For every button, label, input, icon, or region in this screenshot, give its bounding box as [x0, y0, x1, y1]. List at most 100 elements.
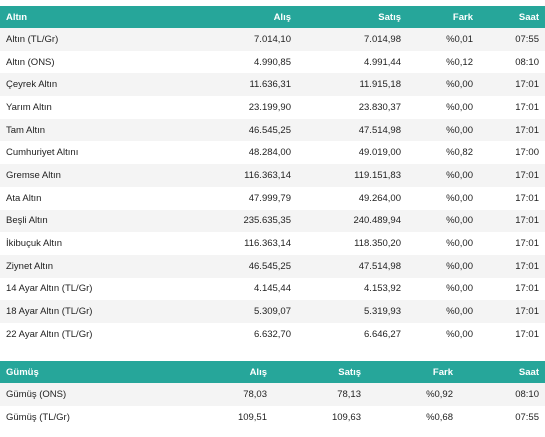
cell-buy: 48.284,00 — [248, 147, 291, 159]
cell-buy: 235.635,35 — [243, 215, 291, 227]
header-buy[interactable]: Alış — [273, 11, 291, 23]
cell-buy: 5.309,07 — [254, 306, 291, 318]
cell-sell: 7.014,98 — [364, 33, 401, 45]
cell-sell: 4.153,92 — [364, 283, 401, 295]
cell-time: 17:01 — [515, 192, 539, 204]
cell-buy: 6.632,70 — [254, 328, 291, 340]
cell-buy: 4.990,85 — [254, 56, 291, 68]
silver-table-header: Gümüş Alış Satış Fark Saat — [0, 361, 545, 383]
cell-buy: 109,51 — [237, 411, 267, 423]
cell-name[interactable]: Ziynet Altın — [6, 260, 53, 272]
cell-change: %0,01 — [446, 33, 473, 45]
table-row[interactable]: 22 Ayar Altın (TL/Gr) 6.632,70 6.646,27 %0,… — [0, 322, 545, 346]
cell-buy: 116.363,14 — [244, 169, 291, 181]
table-row[interactable]: Yarım Altın 23.199,90 23.830,37 %0,00 17:01 — [0, 96, 545, 119]
cell-change: %0,00 — [446, 169, 473, 181]
cell-buy: 11.636,31 — [249, 79, 291, 91]
cell-buy: 116.363,14 — [244, 238, 291, 250]
cell-change: %0,00 — [446, 215, 473, 227]
header-change[interactable]: Fark — [452, 11, 473, 23]
cell-name[interactable]: Beşli Altın — [6, 215, 48, 227]
silver-price-table: Gümüş Alış Satış Fark Saat Gümüş (ONS) 78… — [0, 361, 545, 429]
cell-name[interactable]: Ata Altın — [6, 192, 42, 204]
table-row[interactable]: Gümüş (ONS) 78,03 78,13 %0,92 08:10 — [0, 383, 545, 406]
cell-change: %0,68 — [426, 411, 453, 423]
cell-change: %0,00 — [446, 192, 473, 204]
table-row[interactable]: Cumhuriyet Altını 48.284,00 49.019,00 %0,82… — [0, 141, 545, 165]
cell-name[interactable]: Gümüş (ONS) — [6, 388, 67, 400]
cell-change: %0,00 — [446, 124, 473, 136]
table-row[interactable]: 18 Ayar Altın (TL/Gr) 5.309,07 5.319,93 %0,… — [0, 300, 545, 323]
cell-change: %0,92 — [426, 388, 453, 400]
table-row[interactable]: Çeyrek Altın 11.636,31 11.915,18 %0,00 17:01 — [0, 73, 545, 97]
table-row[interactable]: Altın (ONS) 4.990,85 4.991,44 %0,12 08:10 — [0, 50, 545, 74]
cell-buy: 46.545,25 — [248, 124, 291, 136]
gold-price-table: Altın Alış Satış Fark Saat Altın (TL/Gr)… — [0, 6, 545, 346]
table-row[interactable]: Gremse Altın 116.363,14 119.151,83 %0,00 17:… — [0, 164, 545, 187]
cell-name[interactable]: Gremse Altın — [6, 169, 61, 181]
table-row[interactable]: Gümüş (TL/Gr) 109,51 109,63 %0,68 07:55 — [0, 405, 545, 429]
header-name[interactable]: Altın — [6, 11, 28, 23]
table-row[interactable]: Beşli Altın 235.635,35 240.489,94 %0,00 17:0… — [0, 209, 545, 233]
cell-name[interactable]: 22 Ayar Altın (TL/Gr) — [6, 328, 93, 340]
cell-change: %0,00 — [446, 306, 473, 318]
table-row[interactable]: İkibuçuk Altın 116.363,14 118.350,20 %0,00 1… — [0, 232, 545, 255]
cell-change: %0,12 — [446, 56, 473, 68]
cell-name[interactable]: Çeyrek Altın — [6, 79, 58, 91]
cell-buy: 23.199,90 — [248, 101, 291, 113]
cell-name[interactable]: Cumhuriyet Altını — [6, 147, 79, 159]
cell-time: 08:10 — [515, 388, 539, 400]
cell-name[interactable]: Tam Altın — [6, 124, 46, 136]
header-name[interactable]: Gümüş — [6, 366, 39, 378]
cell-change: %0,82 — [446, 147, 473, 159]
header-time[interactable]: Saat — [518, 11, 539, 23]
header-buy[interactable]: Alış — [249, 366, 267, 378]
table-row[interactable]: Ata Altın 47.999,79 49.264,00 %0,00 17:01 — [0, 186, 545, 210]
header-time[interactable]: Saat — [518, 366, 539, 378]
cell-sell: 119.151,83 — [354, 169, 401, 181]
cell-sell: 4.991,44 — [364, 56, 401, 68]
cell-sell: 49.019,00 — [358, 147, 401, 159]
cell-time: 17:01 — [515, 101, 539, 113]
cell-time: 17:01 — [515, 238, 539, 250]
cell-sell: 49.264,00 — [358, 192, 401, 204]
table-row[interactable]: Tam Altın 46.545,25 47.514,98 %0,00 17:01 — [0, 118, 545, 142]
cell-sell: 47.514,98 — [358, 124, 401, 136]
cell-time: 07:55 — [515, 33, 539, 45]
table-row[interactable]: 14 Ayar Altın (TL/Gr) 4.145,44 4.153,92 %0,… — [0, 277, 545, 301]
cell-sell: 118.350,20 — [354, 238, 401, 250]
table-row[interactable]: Ziynet Altın 46.545,25 47.514,98 %0,00 17:01 — [0, 254, 545, 278]
cell-sell: 5.319,93 — [364, 306, 401, 318]
cell-name[interactable]: Yarım Altın — [6, 101, 52, 113]
cell-change: %0,00 — [446, 328, 473, 340]
cell-name[interactable]: Altın (TL/Gr) — [6, 33, 59, 45]
header-sell[interactable]: Satış — [378, 11, 401, 23]
cell-buy: 47.999,79 — [248, 192, 291, 204]
cell-sell: 109,63 — [331, 411, 361, 423]
cell-name[interactable]: 14 Ayar Altın (TL/Gr) — [6, 283, 93, 295]
cell-change: %0,00 — [446, 101, 473, 113]
cell-sell: 240.489,94 — [353, 215, 401, 227]
cell-change: %0,00 — [446, 260, 473, 272]
cell-name[interactable]: Gümüş (TL/Gr) — [6, 411, 70, 423]
cell-time: 17:01 — [515, 260, 539, 272]
cell-name[interactable]: 18 Ayar Altın (TL/Gr) — [6, 306, 93, 318]
cell-time: 17:01 — [515, 215, 539, 227]
table-row[interactable]: Altın (TL/Gr) 7.014,10 7.014,98 %0,01 07:55 — [0, 28, 545, 51]
cell-change: %0,00 — [446, 238, 473, 250]
cell-change: %0,00 — [446, 283, 473, 295]
cell-time: 08:10 — [515, 56, 539, 68]
cell-name[interactable]: Altın (ONS) — [6, 56, 55, 68]
cell-buy: 7.014,10 — [254, 33, 291, 45]
cell-buy: 4.145,44 — [254, 283, 291, 295]
cell-time: 17:01 — [515, 169, 539, 181]
cell-name[interactable]: İkibuçuk Altın — [6, 238, 62, 250]
gold-table-body: Altın (TL/Gr) 7.014,10 7.014,98 %0,01 07:55 A… — [0, 28, 545, 346]
cell-sell: 6.646,27 — [364, 328, 401, 340]
cell-time: 17:01 — [515, 79, 539, 91]
header-change[interactable]: Fark — [432, 366, 453, 378]
header-sell[interactable]: Satış — [338, 366, 361, 378]
cell-time: 17:01 — [515, 328, 539, 340]
gold-table-header: Altın Alış Satış Fark Saat — [0, 6, 545, 28]
cell-time: 17:00 — [515, 147, 539, 159]
